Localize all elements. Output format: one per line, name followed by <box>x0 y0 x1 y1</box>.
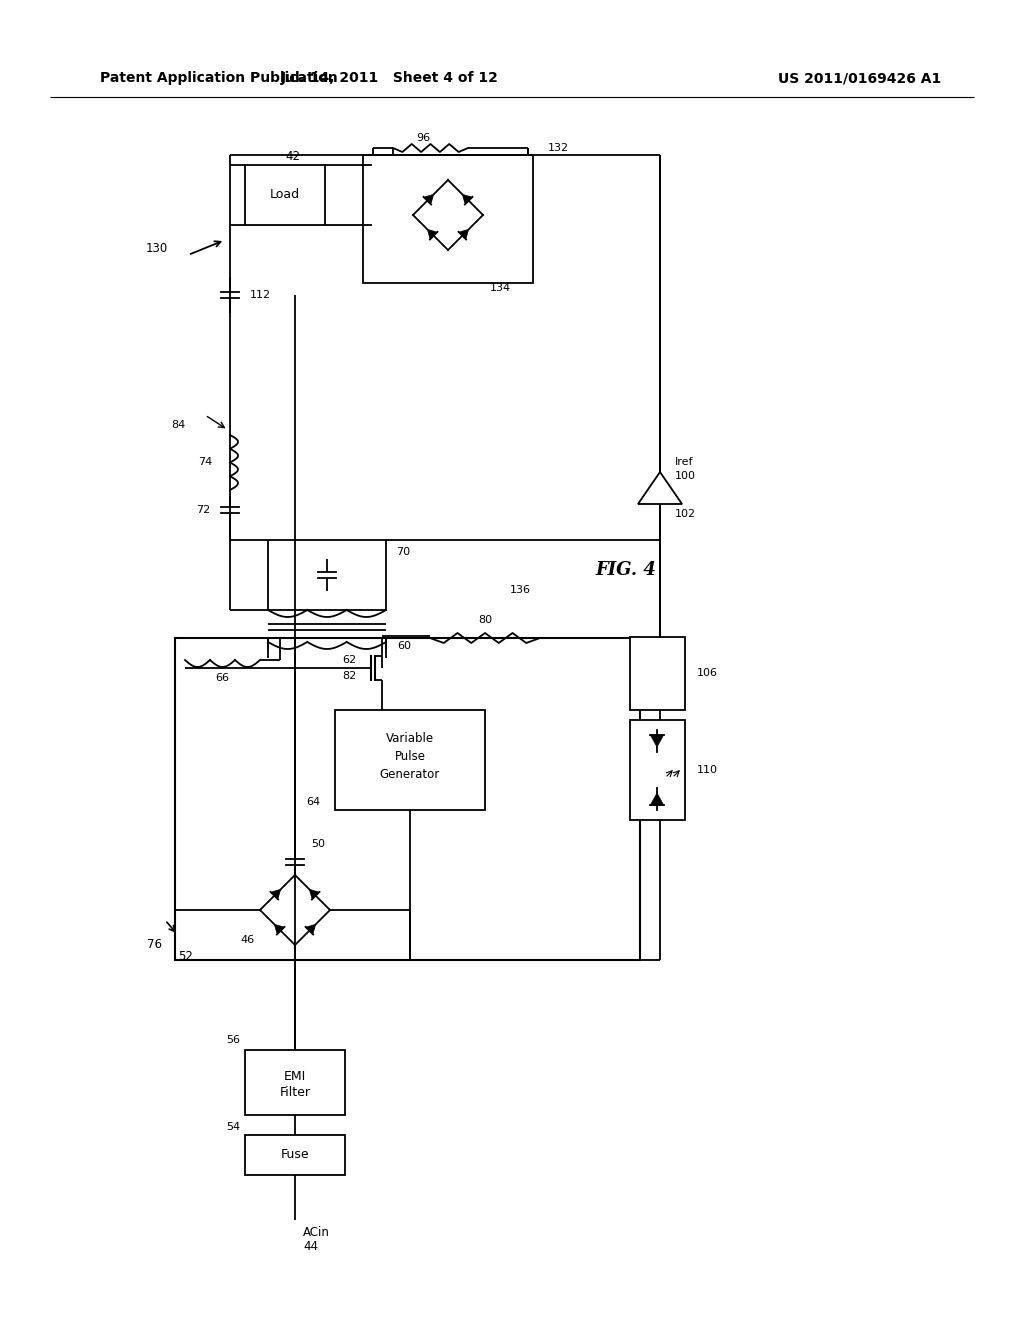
Text: 110: 110 <box>697 766 718 775</box>
Text: Pulse: Pulse <box>394 750 426 763</box>
Text: 130: 130 <box>145 242 168 255</box>
Text: 96: 96 <box>416 133 430 143</box>
Polygon shape <box>650 793 664 805</box>
Text: Filter: Filter <box>280 1085 310 1098</box>
Text: 64: 64 <box>306 797 319 807</box>
Text: 112: 112 <box>250 290 271 300</box>
Polygon shape <box>427 230 437 239</box>
Bar <box>175 638 640 960</box>
Text: 44: 44 <box>303 1239 318 1253</box>
Text: Fuse: Fuse <box>281 1148 309 1162</box>
Text: 80: 80 <box>478 615 493 624</box>
Text: 72: 72 <box>196 506 210 515</box>
Text: 66: 66 <box>215 673 229 682</box>
Bar <box>245 165 325 224</box>
Text: 42: 42 <box>285 149 300 162</box>
Bar <box>630 638 685 710</box>
Text: Jul. 14, 2011   Sheet 4 of 12: Jul. 14, 2011 Sheet 4 of 12 <box>281 71 499 84</box>
Text: 70: 70 <box>396 546 411 557</box>
Text: 46: 46 <box>240 935 254 945</box>
Polygon shape <box>270 890 281 899</box>
Text: 62: 62 <box>342 655 356 665</box>
Polygon shape <box>459 230 469 239</box>
Text: 60: 60 <box>397 642 411 651</box>
Bar <box>245 1049 345 1115</box>
Text: Generator: Generator <box>380 767 440 780</box>
Bar <box>268 540 386 610</box>
Text: 76: 76 <box>147 939 162 952</box>
Bar <box>245 1135 345 1175</box>
Text: ACin: ACin <box>303 1225 330 1238</box>
Text: 50: 50 <box>311 840 325 849</box>
Bar <box>362 154 534 282</box>
Text: 100: 100 <box>675 471 696 480</box>
Polygon shape <box>424 194 434 205</box>
Text: US 2011/0169426 A1: US 2011/0169426 A1 <box>778 71 942 84</box>
Text: 52: 52 <box>178 950 193 964</box>
Text: 54: 54 <box>226 1122 240 1133</box>
Text: Load: Load <box>270 189 300 202</box>
Polygon shape <box>638 473 682 504</box>
Text: Variable: Variable <box>386 731 434 744</box>
Text: 134: 134 <box>490 282 511 293</box>
Text: EMI: EMI <box>284 1069 306 1082</box>
Text: 84: 84 <box>171 420 185 430</box>
Polygon shape <box>306 924 315 935</box>
Text: 82: 82 <box>342 671 356 681</box>
Bar <box>630 719 685 820</box>
Polygon shape <box>650 735 664 747</box>
Text: 56: 56 <box>226 1035 240 1045</box>
Text: 106: 106 <box>697 668 718 678</box>
Text: 136: 136 <box>510 585 531 595</box>
Text: 132: 132 <box>548 143 569 153</box>
Text: FIG. 4: FIG. 4 <box>595 561 656 579</box>
Text: 74: 74 <box>198 457 212 467</box>
Polygon shape <box>462 194 472 205</box>
Text: 102: 102 <box>675 510 696 519</box>
Bar <box>335 710 485 810</box>
Text: Iref: Iref <box>675 457 693 467</box>
Polygon shape <box>309 890 319 899</box>
Text: Patent Application Publication: Patent Application Publication <box>100 71 338 84</box>
Polygon shape <box>274 924 285 935</box>
